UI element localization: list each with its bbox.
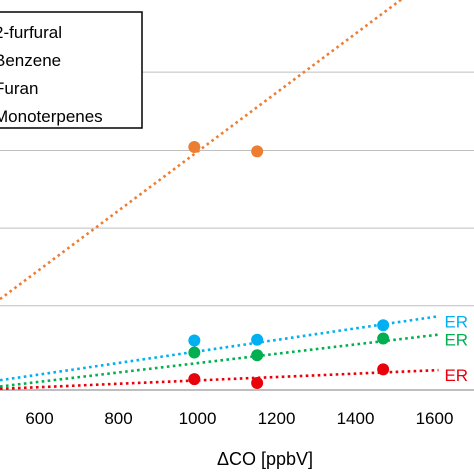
data-point-benzene-2	[377, 319, 390, 332]
legend-box	[0, 11, 143, 129]
data-point-furan-2	[377, 332, 390, 345]
trend-line-furan	[0, 333, 439, 388]
trend-line-monoterpenes	[0, 368, 439, 391]
data-point-2-furfural-0	[188, 141, 201, 154]
x-tick-label-1400: 1400	[337, 409, 375, 428]
data-point-2-furfural-1	[251, 145, 264, 158]
legend-entry-benzene: Benzene	[0, 51, 61, 70]
legend-entry-monoterpenes: Monoterpenes	[0, 107, 103, 126]
trend-line-2-furfural	[0, 0, 403, 301]
data-point-benzene-1	[251, 333, 264, 346]
data-point-monoterpenes-1	[251, 376, 264, 389]
er-label-monoterpenes: ER	[444, 366, 468, 385]
x-tick-label-800: 800	[104, 409, 132, 428]
data-points	[188, 141, 390, 389]
data-point-monoterpenes-0	[188, 373, 201, 386]
x-tick-label-1200: 1200	[258, 409, 296, 428]
er-label-benzene: ER	[444, 312, 468, 331]
trend-lines	[0, 0, 439, 391]
x-tick-label-1600: 1600	[416, 409, 454, 428]
data-point-monoterpenes-2	[377, 363, 390, 376]
x-tick-label-600: 600	[25, 409, 53, 428]
trend-line-benzene	[0, 315, 439, 382]
legend: 2-furfural Benzene Furan Monoterpenes	[0, 11, 143, 129]
legend-entry-furan: Furan	[0, 79, 38, 98]
x-axis: 600 800 1000 1200 1400 1600	[0, 389, 474, 428]
x-axis-title: ΔCO [ppbV]	[217, 449, 313, 469]
er-label-furan: ER	[444, 331, 468, 350]
data-point-furan-0	[188, 346, 201, 359]
legend-entry-2-furfural: 2-furfural	[0, 23, 62, 42]
x-tick-label-1000: 1000	[179, 409, 217, 428]
data-point-furan-1	[251, 349, 264, 362]
data-point-benzene-0	[188, 334, 201, 347]
